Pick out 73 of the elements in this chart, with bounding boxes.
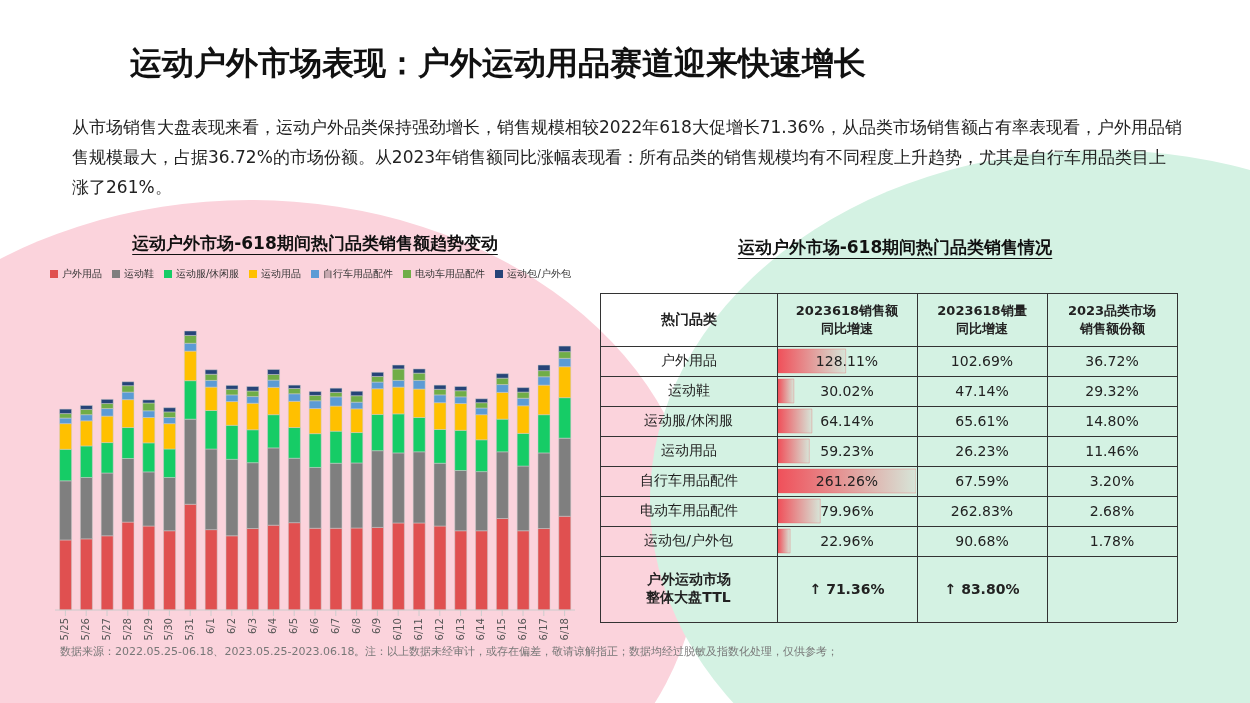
category-label: 自行车用品配件	[639, 472, 738, 490]
category-label: 电动车用品配件	[639, 502, 738, 520]
x-tick-label: 6/11	[413, 618, 425, 641]
x-tick-label: 6/3	[246, 618, 258, 635]
x-tick-label: 6/14	[475, 618, 487, 641]
x-tick-label: 6/16	[517, 618, 529, 641]
legend-label: 运动用品	[261, 268, 302, 279]
x-tick-label: 6/12	[433, 618, 445, 641]
x-tick-label: 5/26	[80, 618, 92, 641]
data-label: 79.96%	[820, 503, 874, 519]
data-label: 29.32%	[1085, 383, 1139, 399]
x-tick-label: 6/2	[225, 618, 237, 635]
text: ↑ 71.36%	[809, 581, 885, 597]
data-label: 64.14%	[820, 413, 874, 429]
data-label: 2.68%	[1089, 503, 1135, 519]
x-tick-label: 5/28	[121, 618, 133, 641]
x-tick-label: 6/10	[392, 618, 404, 641]
category-label: 运动服/休闲服	[644, 412, 733, 430]
data-label: 262.83%	[950, 503, 1014, 519]
data-label: 22.96%	[820, 533, 874, 549]
x-tick-label: 5/25	[59, 618, 71, 641]
data-label: 36.72%	[1085, 353, 1139, 369]
x-tick-label: 6/4	[267, 618, 279, 635]
text: 运动户外市场表现：户外运动用品赛道迎来快速增长	[130, 43, 866, 84]
data-label: 261.26%	[815, 473, 879, 489]
legend-label: 户外用品	[62, 268, 102, 279]
text: 2023618销售额同比增速	[794, 301, 900, 338]
legend-label: 自行车用品配件	[323, 268, 394, 279]
data-label: 90.68%	[955, 533, 1009, 549]
x-tick-label: 6/15	[496, 618, 508, 641]
text: 2023品类市场销售额份额	[1066, 301, 1158, 338]
legend-label: 运动服/休闲服	[176, 268, 240, 279]
data-label: 67.59%	[955, 473, 1009, 489]
x-tick-label: 6/7	[329, 618, 341, 635]
data-label: 30.02%	[820, 383, 874, 399]
text: ↑ 83.80%	[944, 581, 1020, 597]
category-label: 运动鞋	[667, 382, 710, 400]
x-tick-label: 5/30	[163, 618, 175, 641]
data-label: 3.20%	[1089, 473, 1135, 489]
text: 从市场销售大盘表现来看，运动户外品类保持强劲增长，销售规模相较2022年618大促增长71.36%，从品类市场销售额占有率表现看，户外用品销售规模最大，占据36.72%的市场份额。从2023年销售额同比涨幅表现看：所有品类的销售规模均有不同程度上升趋势，尤其是自行车用品类目上涨了261%。	[72, 116, 1182, 199]
x-tick-label: 6/17	[537, 618, 549, 641]
category-label: 运动包/户外包	[644, 532, 733, 550]
data-label: 14.80%	[1085, 413, 1139, 429]
text: 热门品类	[660, 310, 717, 329]
text: 运动户外市场-618期间热门品类销售情况	[736, 236, 1054, 259]
data-label: 102.69%	[950, 353, 1014, 369]
x-tick-label: 6/18	[558, 618, 570, 641]
x-tick-label: 6/1	[205, 618, 217, 635]
category-label: 户外用品	[660, 352, 717, 370]
data-label: 128.11%	[815, 353, 879, 369]
x-tick-label: 5/29	[142, 618, 154, 641]
x-tick-label: 6/6	[309, 618, 321, 635]
data-label: 65.61%	[955, 413, 1009, 429]
source-note: 数据来源：2022.05.25-06.18、2023.05.25-2023.06.18。注：以上数据未经审计，或存在偏差，敬请谅解指正；数据均经过脱敏及指数化处理，仅供参考；	[60, 644, 839, 659]
data-label: 59.23%	[820, 443, 874, 459]
legend-label: 运动鞋	[124, 268, 154, 279]
x-tick-label: 6/5	[288, 618, 300, 635]
chart-title: 运动户外市场-618期间热门品类销售额趋势变动	[131, 232, 499, 255]
category-label: 运动用品	[660, 442, 717, 460]
data-label: 1.78%	[1089, 533, 1135, 549]
text: 户外运动市场整体大盘TTL	[645, 571, 732, 607]
x-tick-label: 5/31	[184, 618, 196, 641]
bar	[329, 387, 343, 393]
x-tick-label: 6/8	[350, 618, 362, 635]
data-label: 47.14%	[955, 383, 1009, 399]
text: 2023618销量同比增速	[936, 301, 1028, 338]
x-tick-label: 6/9	[371, 618, 383, 635]
data-label: 11.46%	[1085, 443, 1139, 459]
x-tick-label: 6/13	[454, 618, 466, 641]
data-label: 26.23%	[955, 443, 1009, 459]
x-tick-label: 5/27	[101, 618, 113, 641]
legend-label: 电动车用品配件	[415, 268, 486, 279]
legend-label: 运动包/户外包	[507, 268, 571, 279]
